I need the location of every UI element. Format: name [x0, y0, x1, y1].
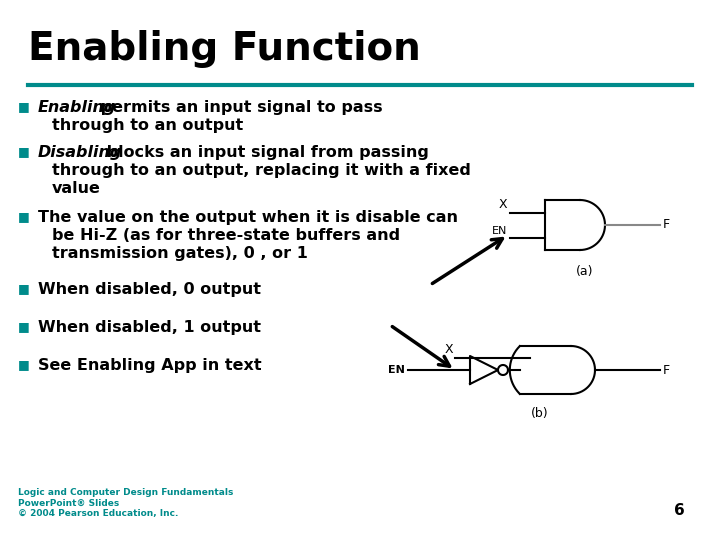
- Text: through to an output: through to an output: [52, 118, 243, 133]
- Text: ■: ■: [18, 100, 30, 113]
- Text: F: F: [663, 219, 670, 232]
- Text: ■: ■: [18, 145, 30, 158]
- Text: EN: EN: [388, 365, 405, 375]
- Text: ■: ■: [18, 282, 30, 295]
- Text: ■: ■: [18, 320, 30, 333]
- Text: X: X: [498, 198, 507, 211]
- Text: Enabling: Enabling: [38, 100, 117, 115]
- Text: be Hi-Z (as for three-state buffers and: be Hi-Z (as for three-state buffers and: [52, 228, 400, 243]
- Text: ■: ■: [18, 358, 30, 371]
- Text: When disabled, 0 output: When disabled, 0 output: [38, 282, 261, 297]
- Text: Disabling: Disabling: [38, 145, 122, 160]
- Text: EN: EN: [492, 226, 507, 235]
- Text: value: value: [52, 181, 101, 196]
- Text: F: F: [663, 363, 670, 376]
- Text: through to an output, replacing it with a fixed: through to an output, replacing it with …: [52, 163, 471, 178]
- Text: See Enabling App in text: See Enabling App in text: [38, 358, 261, 373]
- Text: When disabled, 1 output: When disabled, 1 output: [38, 320, 261, 335]
- Text: (b): (b): [531, 407, 549, 420]
- Text: 6: 6: [674, 503, 685, 518]
- Text: permits an input signal to pass: permits an input signal to pass: [95, 100, 382, 115]
- Text: Logic and Computer Design Fundamentals
PowerPoint® Slides
© 2004 Pearson Educati: Logic and Computer Design Fundamentals P…: [18, 488, 233, 518]
- Text: blocks an input signal from passing: blocks an input signal from passing: [101, 145, 429, 160]
- Text: transmission gates), 0 , or 1: transmission gates), 0 , or 1: [52, 246, 308, 261]
- Text: Enabling Function: Enabling Function: [28, 30, 420, 68]
- Text: ■: ■: [18, 210, 30, 223]
- Text: (a): (a): [576, 265, 594, 278]
- Text: The value on the output when it is disable can: The value on the output when it is disab…: [38, 210, 458, 225]
- Text: X: X: [444, 343, 453, 356]
